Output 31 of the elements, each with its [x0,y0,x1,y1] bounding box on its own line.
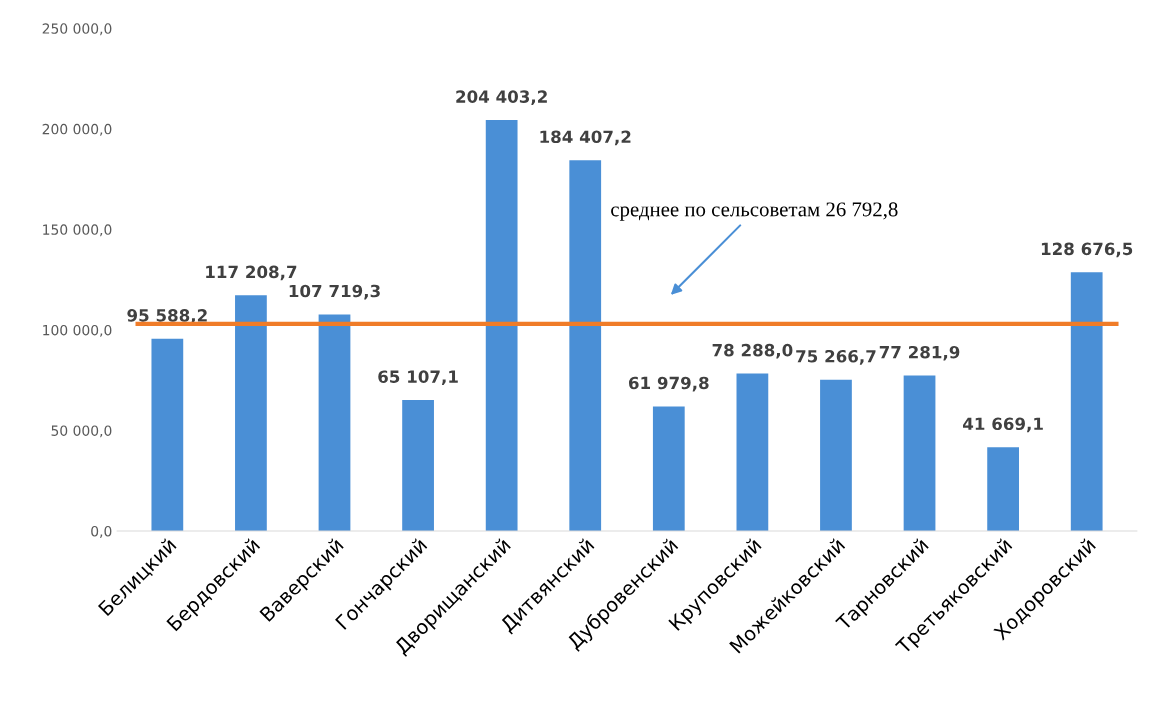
bar [1070,272,1103,531]
bar [235,295,267,531]
data-label: 61 979,8 [628,376,709,392]
y-tick-label: 200 000,0 [42,123,112,136]
y-tick-label: 150 000,0 [43,224,112,237]
data-label: 107 719,3 [289,284,380,300]
data-label: 41 669,1 [963,417,1043,433]
bar [402,400,434,531]
bar [485,120,518,531]
bar [820,379,852,531]
y-tick-label: 100 000,0 [43,324,112,337]
y-tick-label: 50 000,0 [51,425,112,438]
bar [652,406,685,531]
data-label: 128 676,5 [1041,242,1133,258]
data-label: 75 266,7 [796,349,876,365]
annotation: среднее по сельсоветам 26 792,8 [611,202,898,221]
data-label: 184 407,2 [540,130,631,146]
bar [151,338,184,531]
bar [903,375,936,531]
data-label: 78 288,0 [712,343,793,359]
data-label: 77 281,9 [879,345,960,361]
bar [736,373,769,531]
data-label: 65 107,1 [378,370,458,386]
y-tick-label: 250 000,0 [42,23,112,36]
y-tick-label: 0,0 [91,525,112,538]
data-label: 204 403,2 [456,90,547,106]
bar [569,160,602,531]
bar [987,447,1019,531]
data-label: 117 208,7 [206,265,297,281]
bar [318,314,351,531]
data-label: 95 588,2 [127,309,207,324]
